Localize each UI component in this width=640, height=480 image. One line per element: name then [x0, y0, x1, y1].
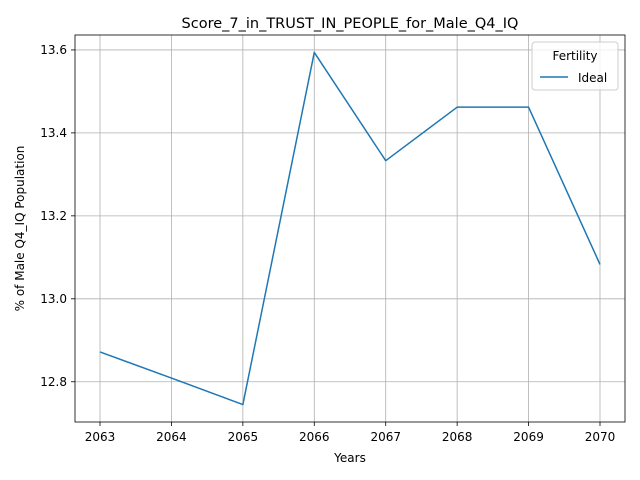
y-tick-label: 13.6	[40, 43, 67, 57]
y-axis-ticks: 12.8 13.0 13.2 13.4 13.6	[40, 43, 75, 389]
legend: Fertility Ideal	[531, 41, 619, 91]
x-axis-label: Years	[333, 451, 366, 465]
y-tick-label: 13.0	[40, 292, 67, 306]
legend-title: Fertility	[552, 49, 597, 63]
x-tick-label: 2068	[442, 430, 473, 444]
y-tick-label: 12.8	[40, 375, 67, 389]
legend-label-ideal: Ideal	[578, 71, 607, 85]
x-tick-label: 2065	[228, 430, 259, 444]
x-tick-label: 2066	[299, 430, 330, 444]
x-tick-label: 2064	[156, 430, 187, 444]
x-tick-label: 2063	[85, 430, 116, 444]
x-tick-label: 2070	[585, 430, 616, 444]
plot-frame	[74, 34, 626, 423]
y-tick-label: 13.2	[40, 209, 67, 223]
y-axis-label: % of Male Q4_IQ Population	[13, 146, 27, 312]
chart-title: Score_7_in_TRUST_IN_PEOPLE_for_Male_Q4_I…	[182, 16, 519, 32]
y-tick-label: 13.4	[40, 126, 67, 140]
x-tick-label: 2069	[513, 430, 544, 444]
series-layer	[99, 51, 601, 406]
series-line-ideal	[99, 51, 601, 406]
grid-lines	[75, 35, 625, 422]
legend-box	[531, 41, 619, 91]
x-tick-label: 2067	[370, 430, 401, 444]
x-axis-ticks: 2063 2064 2065 2066 2067 2068 2069 2070	[85, 422, 616, 444]
